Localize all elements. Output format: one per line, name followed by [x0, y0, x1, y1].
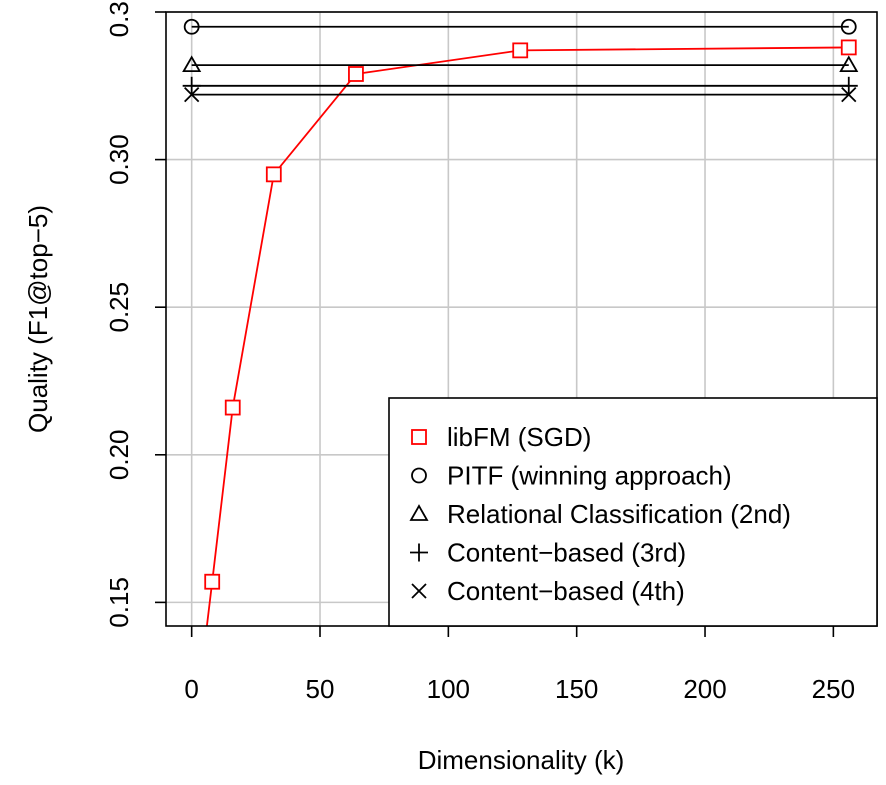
- legend-box: [388, 397, 878, 627]
- x-tick-label: 200: [683, 674, 726, 704]
- data-point: [204, 573, 221, 590]
- x-axis: 0 50 100 150 200 250: [184, 626, 855, 704]
- y-axis-label: Quality (F1@top−5): [23, 205, 53, 433]
- y-tick-label: 0.15: [104, 577, 134, 628]
- legend-label: Content−based (3rd): [447, 538, 686, 568]
- legend-item: Content−based (3rd): [410, 538, 686, 568]
- data-point: [182, 55, 202, 73]
- legend-marker: [411, 467, 427, 484]
- data-point: [195, 660, 209, 674]
- x-tick-label: 50: [306, 674, 335, 704]
- x-tick-label: 100: [427, 674, 470, 704]
- data-point: [841, 87, 857, 103]
- legend-item: Relational Classification (2nd): [409, 499, 791, 529]
- legend-marker: [409, 504, 429, 521]
- x-tick-label: 250: [812, 674, 855, 704]
- legend-label: libFM (SGD): [447, 422, 591, 452]
- data-point: [839, 76, 858, 95]
- legend-label: Relational Classification (2nd): [447, 499, 791, 529]
- legend-label: Content−based (4th): [447, 576, 685, 606]
- legend-item: libFM (SGD): [411, 422, 591, 452]
- data-point: [184, 87, 200, 103]
- data-point: [224, 399, 241, 416]
- data-point: [512, 42, 529, 59]
- data-point: [840, 18, 857, 35]
- y-tick-label: 0.35: [104, 0, 134, 37]
- y-tick-label: 0.30: [104, 134, 134, 185]
- data-point: [183, 18, 200, 35]
- legend-marker: [411, 429, 427, 445]
- x-tick-label: 0: [184, 674, 198, 704]
- legend-item: PITF (winning approach): [411, 461, 732, 491]
- legend: libFM (SGD) PITF (winning approach) Relati…: [388, 397, 878, 627]
- y-axis: 0.15 0.20 0.25 0.30 0.35: [104, 0, 166, 628]
- data-point: [182, 76, 201, 95]
- data-layer: [182, 18, 859, 674]
- data-point: [348, 66, 364, 82]
- data-point: [839, 55, 859, 73]
- y-tick-label: 0.25: [104, 282, 134, 333]
- legend-marker: [411, 583, 427, 599]
- legend-marker: [410, 543, 428, 562]
- legend-label: PITF (winning approach): [447, 461, 732, 491]
- data-point: [265, 166, 282, 183]
- x-tick-label: 150: [555, 674, 598, 704]
- legend-item: Content−based (4th): [411, 576, 685, 606]
- data-point: [840, 39, 857, 56]
- y-tick-label: 0.20: [104, 429, 134, 480]
- x-axis-label: Dimensionality (k): [418, 745, 625, 775]
